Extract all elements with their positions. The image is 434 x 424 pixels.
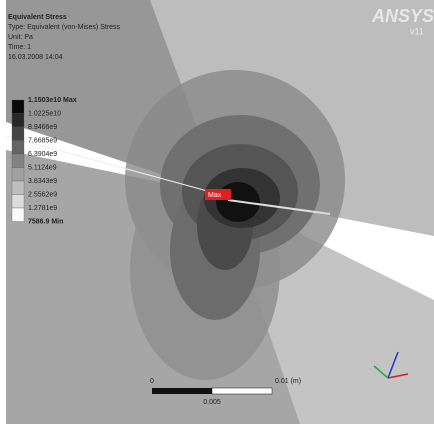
result-type: Type: Equivalent (von-Mises) Stress <box>8 24 121 31</box>
legend-label: 8.9466e9 <box>28 124 57 131</box>
legend-swatch <box>12 168 24 182</box>
legend-label: 7586.9 Min <box>28 218 63 225</box>
legend-swatch <box>12 114 24 128</box>
logo-version: v11 <box>410 26 424 36</box>
scale-segment <box>152 388 212 394</box>
legend-label: 3.8343e9 <box>28 178 57 185</box>
legend-label: 2.5562e9 <box>28 191 57 198</box>
scale-end: 0.01 (m) <box>275 378 301 385</box>
legend-swatch <box>12 208 24 222</box>
legend-swatch <box>12 195 24 209</box>
legend-swatch <box>12 154 24 168</box>
legend-swatch <box>12 141 24 155</box>
legend-swatch <box>12 127 24 141</box>
contour-plot <box>6 0 434 424</box>
scale-segment <box>212 388 272 394</box>
result-unit: Unit: Pa <box>8 34 33 41</box>
scale-start: 0 <box>150 378 154 385</box>
result-time: Time: 1 <box>8 44 31 51</box>
legend-swatch <box>12 100 24 114</box>
result-date: 16.03.2008 14:04 <box>8 54 63 61</box>
legend-label: 6.3904e9 <box>28 151 57 158</box>
page: {"header":{"title":"Equivalent Stress","… <box>0 0 434 424</box>
legend-label: 1.0225e10 <box>28 110 61 117</box>
result-title: Equivalent Stress <box>8 14 67 21</box>
legend-swatch <box>12 181 24 195</box>
legend-label: 1.2781e9 <box>28 205 57 212</box>
legend-label: 1.1503e10 Max <box>28 97 77 104</box>
scale-mid: 0.005 <box>203 399 221 406</box>
legend-label: 5.1124e9 <box>28 164 57 171</box>
max-marker: Max <box>205 189 231 200</box>
max-label: Max <box>208 192 222 199</box>
result-viewport: Equivalent Stress Type: Equivalent (von-… <box>0 0 434 424</box>
logo-brand: ANSYS <box>371 6 434 26</box>
legend-label: 7.6685e9 <box>28 137 57 144</box>
